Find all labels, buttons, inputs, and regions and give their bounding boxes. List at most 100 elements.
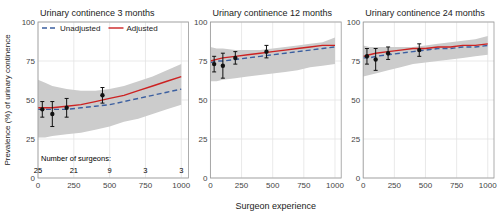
- error-cap: [386, 59, 390, 60]
- point: [386, 51, 390, 55]
- ci-band: [210, 38, 335, 82]
- grid-line: [363, 100, 494, 101]
- point: [233, 56, 237, 60]
- plot-area: [210, 38, 335, 82]
- x-tick-label: 750: [450, 181, 464, 190]
- error-cap: [100, 103, 104, 104]
- y-tick-label: 25: [199, 135, 208, 144]
- error-cap: [365, 64, 369, 65]
- error-cap: [417, 56, 421, 57]
- plot-area: [38, 64, 181, 137]
- x-tick-label: 1000: [479, 181, 497, 190]
- error-cap: [50, 126, 54, 127]
- point: [373, 57, 377, 61]
- legend-swatch: [42, 27, 57, 28]
- annotation: 25: [34, 166, 42, 175]
- error-cap: [65, 98, 69, 99]
- line: [210, 47, 335, 63]
- error-cap: [50, 101, 54, 102]
- error-cap: [417, 43, 421, 44]
- panel: 025507510002505007501000Urinary continen…: [3, 8, 191, 190]
- y-tick-label: 75: [351, 57, 360, 66]
- error-bar: [100, 88, 104, 104]
- grid-line: [241, 22, 242, 178]
- title: Urinary continence 3 months: [40, 8, 155, 18]
- legend-swatch: [108, 27, 123, 28]
- line: [38, 77, 181, 108]
- error-cap: [374, 70, 378, 71]
- y-tick-label: 100: [347, 18, 361, 27]
- error-cap: [221, 53, 225, 54]
- frame: [38, 22, 188, 178]
- line: [363, 44, 488, 56]
- error-bar: [417, 44, 421, 56]
- error-cap: [386, 46, 390, 47]
- grid-line: [210, 100, 341, 101]
- y-tick-label: 75: [199, 57, 208, 66]
- error-cap: [212, 71, 216, 72]
- point: [64, 106, 68, 110]
- y-tick-label: 50: [351, 96, 360, 105]
- error-cap: [212, 56, 216, 57]
- x-tick-label: 500: [266, 181, 280, 190]
- error-cap: [264, 57, 268, 58]
- x-tick-label: 500: [419, 181, 433, 190]
- point: [50, 112, 54, 116]
- error-bar: [386, 47, 390, 59]
- panel: 025507510002505007501000Urinary continen…: [194, 8, 344, 211]
- y-tick-label: 100: [22, 18, 36, 27]
- y-tick-label: 25: [26, 135, 35, 144]
- line: [363, 45, 488, 57]
- point: [417, 48, 421, 52]
- x-tick-label: 750: [139, 181, 153, 190]
- error-cap: [264, 45, 268, 46]
- error-cap: [374, 48, 378, 49]
- x-tick-label: 250: [388, 181, 402, 190]
- title: Urinary continence 24 months: [365, 8, 485, 18]
- point: [40, 107, 44, 111]
- legend-label: Adjusted: [126, 24, 157, 33]
- grid-line: [38, 139, 188, 140]
- x-tick-label: 750: [297, 181, 311, 190]
- error-cap: [233, 64, 237, 65]
- grid-line: [394, 22, 395, 178]
- panel: 025507510002505007501000Urinary continen…: [347, 8, 497, 190]
- x-tick-label: 0: [36, 181, 41, 190]
- legend-label: Unadjusted: [60, 24, 100, 33]
- annotation: 3: [143, 166, 147, 175]
- y-tick-label: 50: [199, 96, 208, 105]
- x-tick-label: 250: [235, 181, 249, 190]
- annotation: 9: [108, 166, 112, 175]
- chart: 025507510002505007501000Urinary continen…: [0, 0, 500, 215]
- error-cap: [40, 101, 44, 102]
- point: [221, 63, 225, 67]
- y-tick-label: 75: [26, 57, 35, 66]
- ci-band: [38, 64, 181, 137]
- point: [365, 54, 369, 58]
- y-tick-label: 25: [351, 135, 360, 144]
- x-axis-label: Surgeon experience: [236, 201, 317, 211]
- legend: Unadjusted Adjusted: [42, 24, 158, 33]
- point: [100, 93, 104, 97]
- annotation: 3: [179, 166, 183, 175]
- error-bar: [374, 49, 378, 71]
- x-tick-label: 0: [361, 181, 366, 190]
- error-cap: [40, 117, 44, 118]
- grid-line: [272, 22, 273, 178]
- y-tick-label: 50: [26, 96, 35, 105]
- point: [264, 49, 268, 53]
- x-tick-label: 250: [67, 181, 81, 190]
- error-cap: [233, 51, 237, 52]
- frame: [210, 22, 341, 178]
- error-bar: [365, 49, 369, 65]
- error-cap: [221, 78, 225, 79]
- error-cap: [100, 87, 104, 88]
- grid-line: [363, 139, 494, 140]
- x-tick-label: 1000: [172, 181, 190, 190]
- error-bar: [212, 56, 216, 72]
- error-bar: [50, 102, 54, 127]
- error-cap: [65, 117, 69, 118]
- error-bar: [264, 45, 268, 57]
- error-bar: [40, 102, 44, 118]
- ci-band: [363, 36, 488, 77]
